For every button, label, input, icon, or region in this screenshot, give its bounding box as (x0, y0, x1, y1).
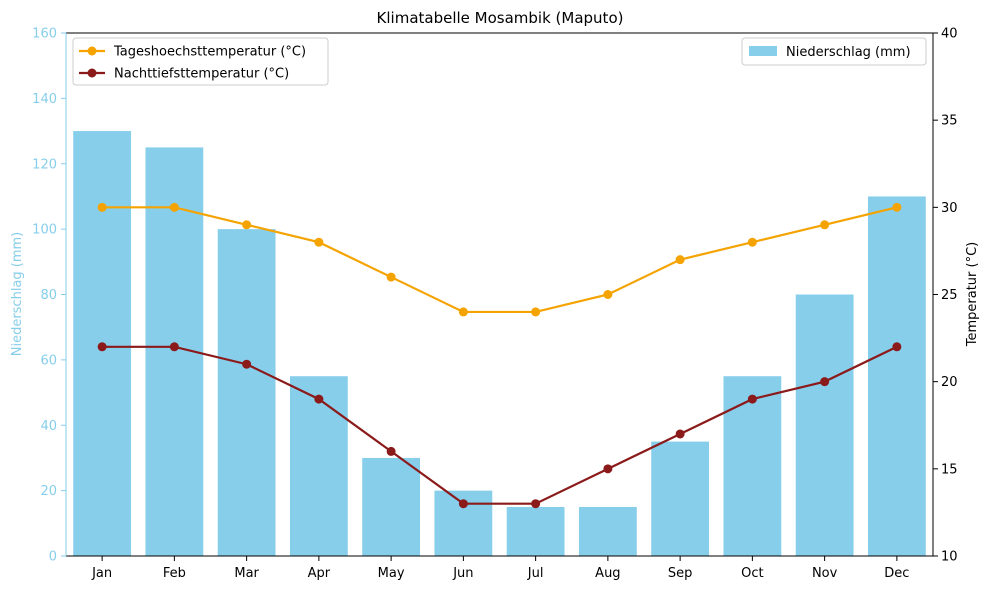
legend-bar-swatch (749, 46, 777, 56)
left-tick-label: 120 (32, 157, 57, 172)
left-tick-label: 0 (49, 550, 57, 565)
x-tick-label: Sep (668, 566, 693, 581)
bar-nov (795, 294, 854, 556)
point-0-apr (314, 237, 324, 247)
x-tick-label: Jun (452, 566, 473, 581)
point-1-apr (314, 394, 324, 404)
x-tick-label: Jan (91, 566, 112, 581)
left-tick-label: 40 (40, 419, 57, 434)
point-1-oct (747, 394, 757, 404)
point-1-may (386, 446, 396, 456)
right-tick-label: 35 (941, 114, 958, 129)
right-tick-label: 20 (941, 375, 958, 390)
point-1-jun (458, 499, 468, 509)
bar-dec (867, 196, 926, 556)
bar-mar (217, 229, 276, 556)
point-0-jan (97, 202, 107, 212)
x-tick-label: Oct (741, 566, 763, 581)
point-1-jan (97, 342, 107, 352)
point-0-dec (892, 202, 902, 212)
bar-oct (723, 376, 782, 556)
point-1-dec (892, 342, 902, 352)
left-tick-label: 160 (32, 27, 57, 42)
point-1-feb (169, 342, 179, 352)
point-0-jun (458, 307, 468, 317)
point-0-sep (675, 255, 685, 265)
legend-marker (87, 68, 97, 78)
x-tick-label: Nov (812, 566, 838, 581)
bar-may (362, 457, 421, 556)
bar-layer (73, 131, 926, 556)
point-0-oct (747, 237, 757, 247)
left-tick-label: 100 (32, 223, 57, 238)
point-1-mar (242, 359, 252, 369)
left-tick-label: 20 (40, 484, 57, 499)
bar-jul (506, 506, 565, 556)
axes: Jan Feb Mar Apr May Jun Jul Aug Sep Oct Nov Dec 0 20 4… (32, 27, 957, 582)
right-tick-label: 30 (941, 201, 958, 216)
right-tick-label: 15 (941, 462, 958, 477)
bar-apr (289, 376, 348, 556)
x-tick-label: Apr (308, 566, 331, 581)
left-tick-label: 80 (40, 288, 57, 303)
x-tick-label: Feb (163, 566, 186, 581)
point-0-feb (169, 202, 179, 212)
point-1-jul (531, 499, 541, 509)
point-1-aug (603, 464, 613, 474)
left-axis-label: Niederschlag (mm) (10, 232, 25, 357)
legend-label: Tageshoechsttemperatur (°C) (113, 45, 306, 60)
x-tick-label: Jul (527, 566, 544, 581)
legend-box (741, 37, 927, 66)
legend-label: Nachttiefsttemperatur (°C) (114, 67, 289, 82)
bar-sep (651, 441, 710, 556)
legend-label: Niederschlag (mm) (786, 45, 911, 60)
left-tick-label: 140 (32, 92, 57, 107)
point-1-nov (820, 377, 830, 387)
line-series-1 (102, 345, 898, 505)
point-0-aug (603, 290, 613, 299)
point-0-nov (820, 220, 830, 230)
point-0-jul (531, 307, 541, 317)
point-1-sep (675, 429, 685, 439)
x-tick-label: Aug (595, 566, 620, 581)
point-0-may (386, 272, 396, 282)
line-layer (97, 202, 902, 509)
legend-temperature: Tageshoechsttemperatur (°C) Nachttiefstte… (72, 37, 329, 86)
point-0-mar (242, 220, 252, 230)
legend-precipitation: Niederschlag (mm) (741, 37, 927, 66)
legend-box (72, 37, 329, 86)
x-tick-label: Dec (884, 566, 909, 581)
right-tick-label: 10 (941, 550, 958, 565)
legend-marker (87, 46, 97, 56)
right-axis-label: Temperatur (°C) (965, 242, 980, 348)
right-tick-label: 40 (941, 27, 958, 42)
chart-title: Klimatabelle Mosambik (Maputo) (377, 9, 624, 27)
bar-aug (578, 506, 637, 556)
line-series-0 (102, 206, 898, 314)
x-tick-label: May (378, 566, 405, 581)
x-tick-label: Mar (234, 566, 259, 581)
left-tick-label: 60 (40, 353, 57, 368)
right-tick-label: 25 (941, 288, 958, 303)
